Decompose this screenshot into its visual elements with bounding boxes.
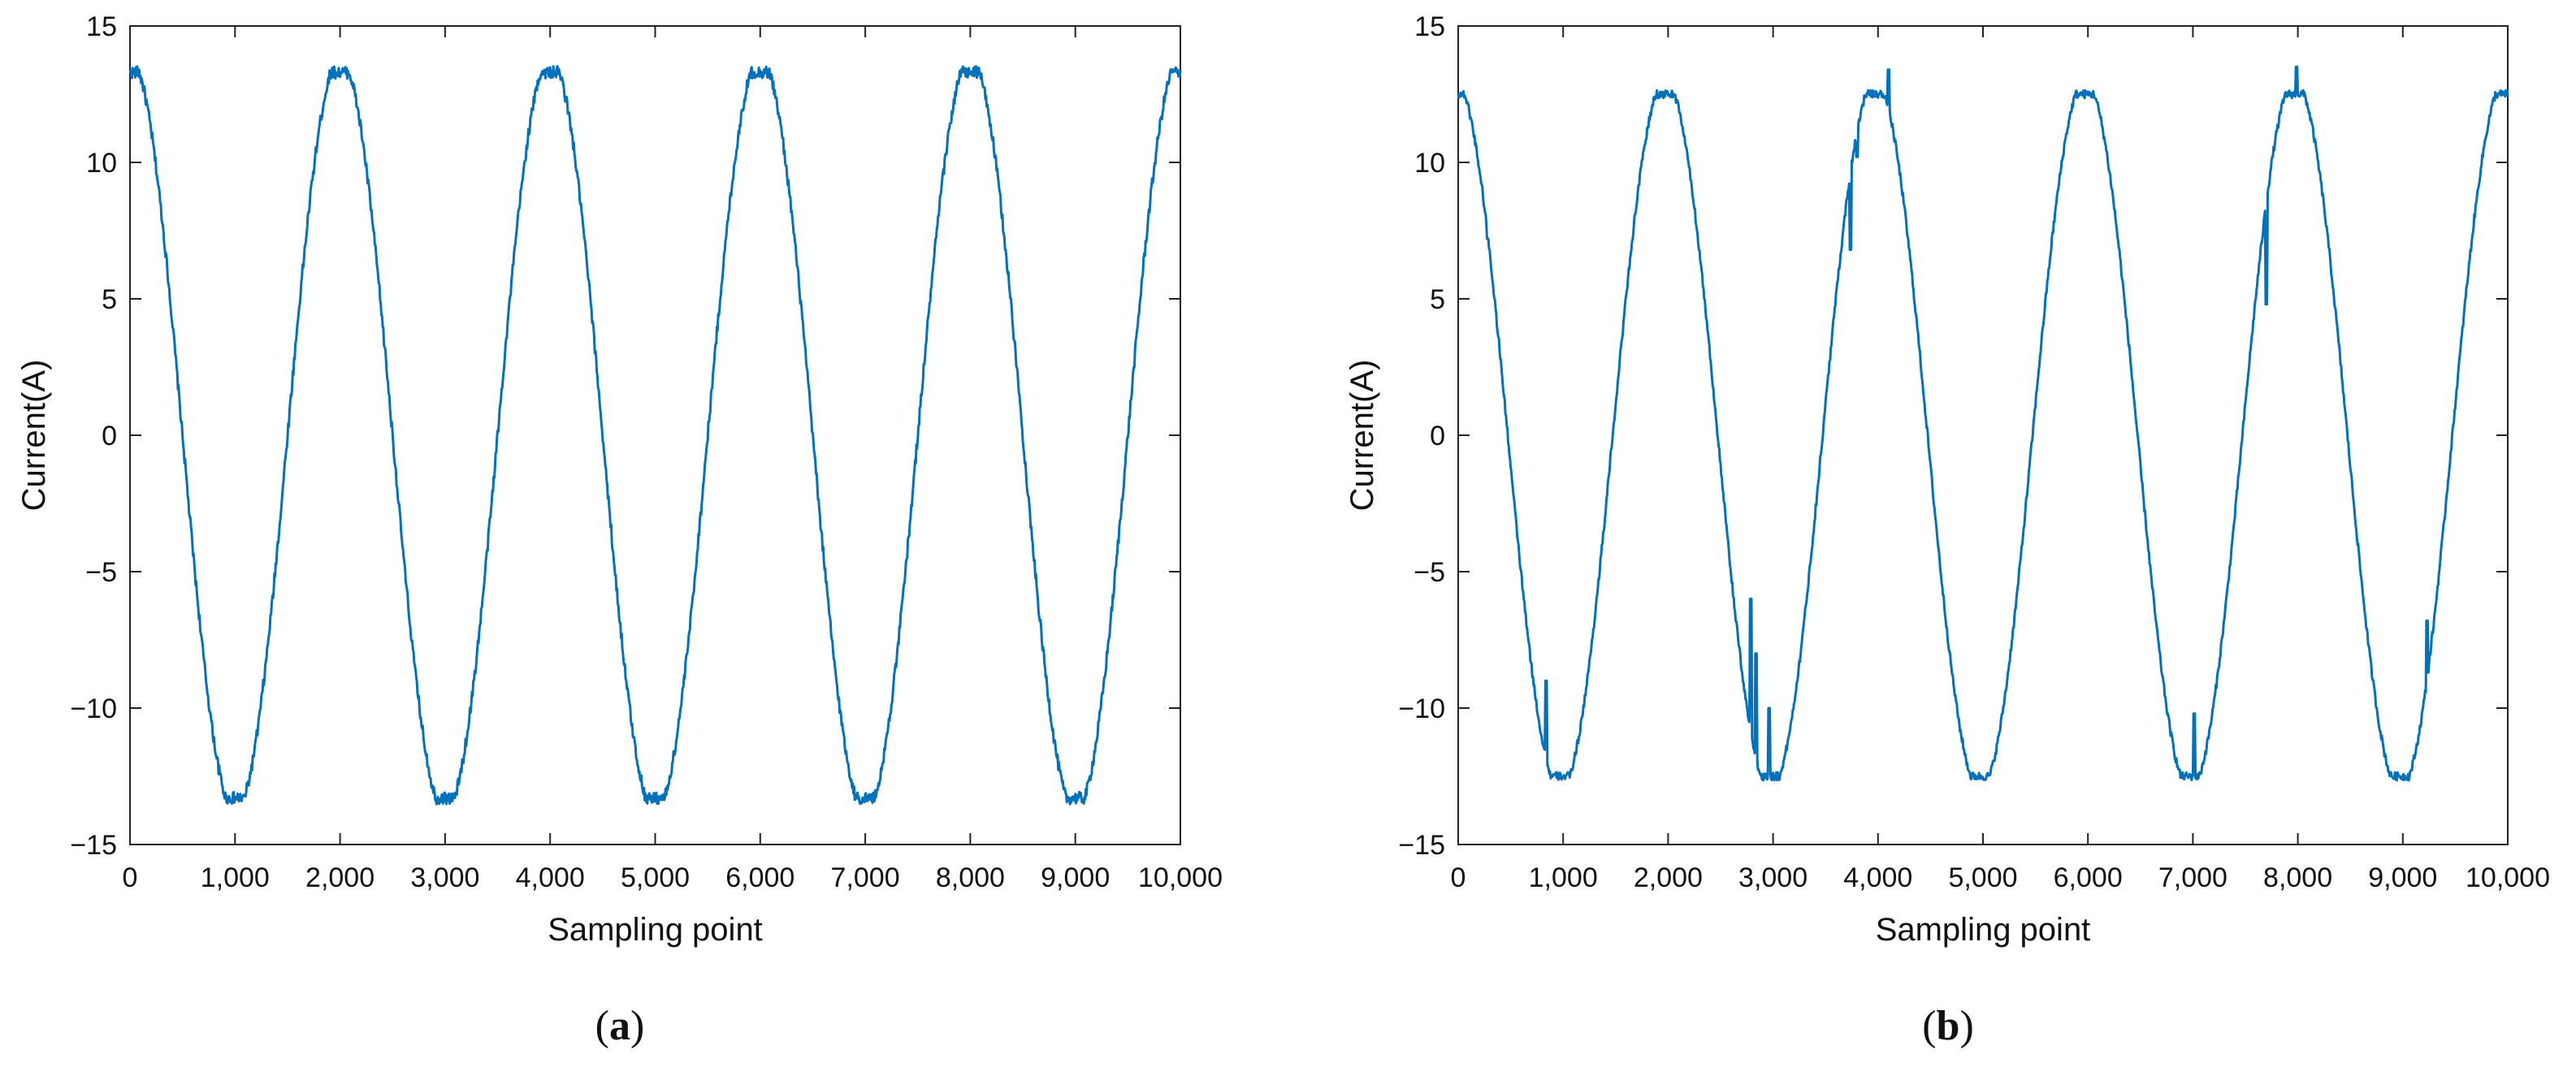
- x-tick-label: 4,000: [1843, 862, 1912, 893]
- y-tick-label: −15: [70, 830, 117, 861]
- y-tick-label: 15: [1414, 11, 1445, 42]
- x-tick-label: 2,000: [305, 862, 374, 893]
- x-tick-label: 8,000: [2263, 862, 2332, 893]
- x-tick-label: 7,000: [2158, 862, 2227, 893]
- x-tick-label: 5,000: [621, 862, 690, 893]
- x-tick-label: 1,000: [201, 862, 270, 893]
- y-tick-label: −5: [85, 557, 117, 588]
- y-tick-label: −10: [70, 693, 117, 724]
- y-tick-label: 5: [1430, 284, 1445, 315]
- y-tick-label: 10: [1414, 148, 1445, 179]
- x-tick-label: 3,000: [1738, 862, 1808, 893]
- x-tick-label: 2,000: [1634, 862, 1703, 893]
- x-tick-label: 4,000: [516, 862, 585, 893]
- x-tick-label: 7,000: [831, 862, 900, 893]
- y-axis-label: Current(A): [16, 360, 52, 512]
- x-tick-label: 9,000: [2368, 862, 2437, 893]
- y-tick-label: 5: [102, 284, 117, 315]
- panel-b-caption-close: ): [1959, 1003, 1973, 1049]
- panel-a-caption-open: (: [595, 1003, 609, 1049]
- y-tick-label: −5: [1414, 557, 1445, 588]
- current-series-line: [1457, 65, 2509, 782]
- panel-b-caption: (b): [1922, 1003, 1974, 1049]
- x-tick-label: 6,000: [725, 862, 794, 893]
- x-axis-label: Sampling point: [548, 912, 763, 948]
- x-tick-label: 9,000: [1041, 862, 1110, 893]
- y-axis-label: Current(A): [1344, 360, 1380, 512]
- panel-a-caption-close: ): [630, 1003, 644, 1049]
- y-tick-label: 15: [86, 11, 117, 42]
- y-tick-label: 10: [86, 148, 117, 179]
- x-tick-label: 5,000: [1948, 862, 2017, 893]
- x-axis-label: Sampling point: [1876, 912, 2091, 948]
- panel-a-caption-letter: a: [609, 1003, 630, 1049]
- y-tick-label: −10: [1398, 693, 1445, 724]
- x-tick-label: 8,000: [936, 862, 1005, 893]
- y-tick-label: 0: [102, 421, 117, 451]
- x-tick-label: 10,000: [2466, 862, 2550, 893]
- y-tick-label: 0: [1430, 421, 1445, 451]
- x-tick-label: 10,000: [1138, 862, 1223, 893]
- panel-b-caption-open: (: [1922, 1003, 1936, 1049]
- current-series-line: [128, 65, 1182, 806]
- x-tick-label: 0: [123, 862, 138, 893]
- x-tick-label: 6,000: [2054, 862, 2123, 893]
- panel-b-caption-letter: b: [1937, 1003, 1960, 1049]
- x-tick-label: 0: [1451, 862, 1466, 893]
- panel-a-caption: (a): [595, 1003, 645, 1049]
- y-tick-label: −15: [1398, 830, 1445, 861]
- panel-a: 0 1,000 2,000 3,000 4,000 5,000 6,000 7,000 8,00…: [16, 11, 1223, 948]
- x-tick-label: 3,000: [410, 862, 479, 893]
- x-tick-label: 1,000: [1529, 862, 1598, 893]
- panel-b: 0 1,000 2,000 3,000 4,000 5,000 6,000 7,000 8,00…: [1344, 11, 2550, 948]
